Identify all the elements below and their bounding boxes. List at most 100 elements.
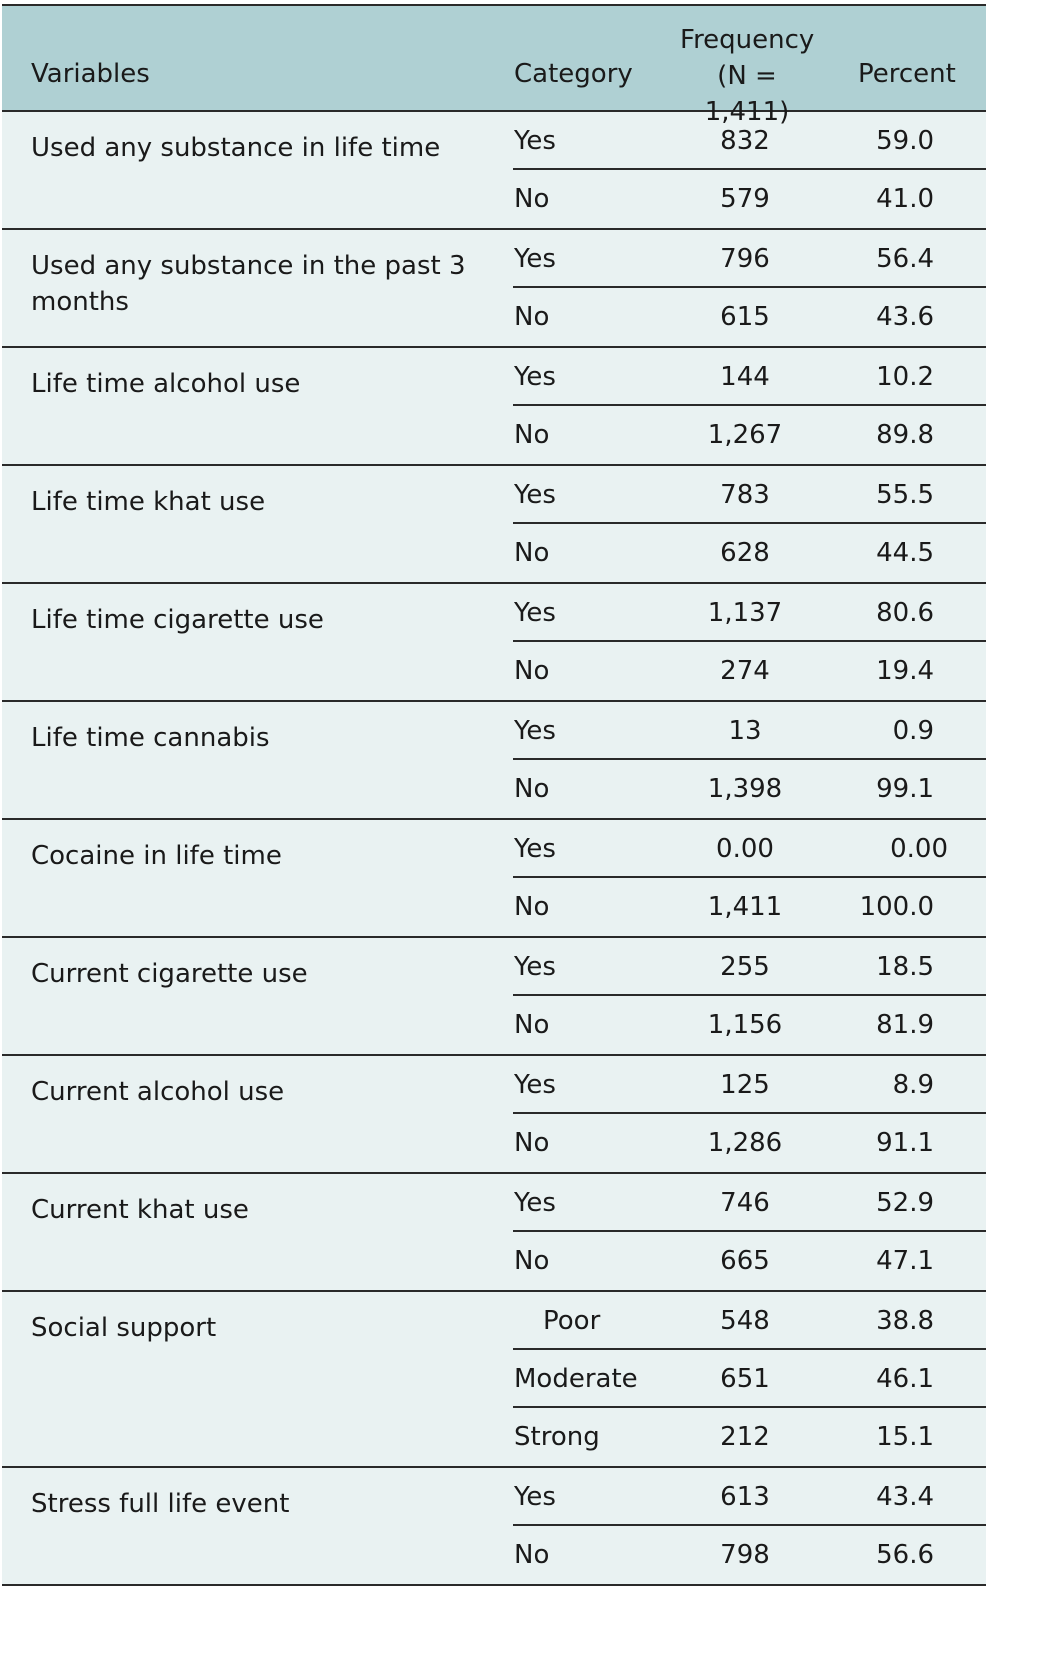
category-cell: Yes <box>514 126 556 156</box>
table-row: Strong 212 15.1 <box>2 1408 986 1466</box>
table-row: No 798 56.6 <box>2 1526 986 1584</box>
variable-label: Social support <box>31 1313 217 1343</box>
header-variables: Variables <box>31 59 150 89</box>
header-percent: Percent <box>858 59 956 89</box>
category-cell: No <box>514 656 550 686</box>
table-header: Variables Category Frequency (N = 1,411)… <box>2 4 986 127</box>
percent-cell: 81.9 <box>876 1010 934 1040</box>
table-row: Yes 13 0.9 <box>2 702 986 760</box>
category-cell: No <box>514 302 550 332</box>
frequency-cell: 548 <box>720 1306 770 1336</box>
percent-cell: 43.4 <box>876 1482 934 1512</box>
frequency-cell: 1,286 <box>707 1128 783 1158</box>
percent-cell: 89.8 <box>876 420 934 450</box>
frequency-cell: 651 <box>720 1364 770 1394</box>
frequency-cell: 613 <box>720 1482 770 1512</box>
category-cell: Yes <box>514 1188 556 1218</box>
percent-cell: 18.5 <box>876 952 934 982</box>
frequency-cell: 579 <box>720 184 770 214</box>
variable-group: Life time cigarette use Yes 1,137 80.6 No 274… <box>2 584 986 702</box>
table-row: Yes 783 55.5 <box>2 466 986 524</box>
frequency-cell: 274 <box>720 656 770 686</box>
table-row: No 1,411 100.0 <box>2 878 986 936</box>
percent-cell: 55.5 <box>876 480 934 510</box>
variable-group: Cocaine in life time Yes 0.00 0.00 No 1,411 10… <box>2 820 986 938</box>
percent-cell: 8.9 <box>892 1070 934 1100</box>
table-row: No 579 41.0 <box>2 170 986 228</box>
category-cell: Yes <box>514 244 556 274</box>
percent-cell: 41.0 <box>876 184 934 214</box>
variable-group: Social support Poor 548 38.8 Moderate 651 46.1… <box>2 1292 986 1468</box>
category-cell: Yes <box>514 362 556 392</box>
table-row: Moderate 651 46.1 <box>2 1350 986 1408</box>
table-row: Poor 548 38.8 <box>2 1292 986 1350</box>
frequency-cell: 746 <box>720 1188 770 1218</box>
percent-cell: 52.9 <box>876 1188 934 1218</box>
category-cell: Yes <box>514 1070 556 1100</box>
variable-label: Current khat use <box>31 1195 249 1225</box>
category-cell: No <box>514 1246 550 1276</box>
table-row: Yes 796 56.4 <box>2 230 986 288</box>
frequency-cell: 255 <box>720 952 770 982</box>
variable-group: Used any substance in life time Yes 832 59.… <box>2 112 986 230</box>
variable-group: Stress full life event Yes 613 43.4 No 798 56.… <box>2 1468 986 1586</box>
table-row: Yes 0.00 0.00 <box>2 820 986 878</box>
frequency-cell: 665 <box>720 1246 770 1276</box>
table-row: Yes 746 52.9 <box>2 1174 986 1232</box>
frequency-cell: 1,137 <box>707 598 783 628</box>
table-row: Yes 832 59.0 <box>2 112 986 170</box>
category-cell: Yes <box>514 716 556 746</box>
percent-cell: 44.5 <box>876 538 934 568</box>
percent-cell: 15.1 <box>876 1422 934 1452</box>
frequency-cell: 615 <box>720 302 770 332</box>
percent-cell: 19.4 <box>876 656 934 686</box>
category-cell: Yes <box>514 952 556 982</box>
variable-group: Life time khat use Yes 783 55.5 No 628 44.5 <box>2 466 986 584</box>
frequency-cell: 628 <box>720 538 770 568</box>
category-cell: Poor <box>543 1306 601 1336</box>
frequency-cell: 796 <box>720 244 770 274</box>
category-cell: No <box>514 184 550 214</box>
table-row: No 1,156 81.9 <box>2 996 986 1054</box>
header-frequency-line2: (N = 1,411) <box>704 61 790 127</box>
frequency-cell: 125 <box>720 1070 770 1100</box>
table-row: No 615 43.6 <box>2 288 986 346</box>
percent-cell: 100.0 <box>859 892 934 922</box>
table-row: No 274 19.4 <box>2 642 986 700</box>
table-row: Yes 125 8.9 <box>2 1056 986 1114</box>
variable-label: Life time cigarette use <box>31 605 324 635</box>
percent-cell: 99.1 <box>876 774 934 804</box>
percent-cell: 0.9 <box>892 716 934 746</box>
variable-label: Cocaine in life time <box>31 841 282 871</box>
category-cell: Moderate <box>514 1364 638 1394</box>
table-row: No 1,398 99.1 <box>2 760 986 818</box>
category-cell: No <box>514 1128 550 1158</box>
frequency-cell: 1,156 <box>707 1010 783 1040</box>
category-cell: No <box>514 774 550 804</box>
table-row: No 665 47.1 <box>2 1232 986 1290</box>
frequency-cell: 13 <box>728 716 762 746</box>
percent-cell: 56.6 <box>876 1540 934 1570</box>
table-row: No 1,267 89.8 <box>2 406 986 464</box>
table-row: No 1,286 91.1 <box>2 1114 986 1172</box>
variable-group: Life time cannabis Yes 13 0.9 No 1,398 99.1 <box>2 702 986 820</box>
variable-label: Used any substance in the past 3 months <box>31 251 466 317</box>
frequency-cell: 1,398 <box>707 774 783 804</box>
table-row: Yes 255 18.5 <box>2 938 986 996</box>
variable-label: Life time khat use <box>31 487 266 517</box>
percent-cell: 10.2 <box>876 362 934 392</box>
frequency-cell: 832 <box>720 126 770 156</box>
category-cell: No <box>514 538 550 568</box>
variable-group: Current alcohol use Yes 125 8.9 No 1,286 91.1 <box>2 1056 986 1174</box>
frequency-cell: 144 <box>720 362 770 392</box>
variable-group: Used any substance in the past 3 months Y… <box>2 230 986 348</box>
table-row: Yes 1,137 80.6 <box>2 584 986 642</box>
category-cell: Strong <box>514 1422 600 1452</box>
variable-label: Current alcohol use <box>31 1077 285 1107</box>
variable-label: Stress full life event <box>31 1489 290 1519</box>
table-row: No 628 44.5 <box>2 524 986 582</box>
variable-group: Current khat use Yes 746 52.9 No 665 47.1 <box>2 1174 986 1292</box>
category-cell: Yes <box>514 1482 556 1512</box>
table-row: Yes 144 10.2 <box>2 348 986 406</box>
percent-cell: 43.6 <box>876 302 934 332</box>
